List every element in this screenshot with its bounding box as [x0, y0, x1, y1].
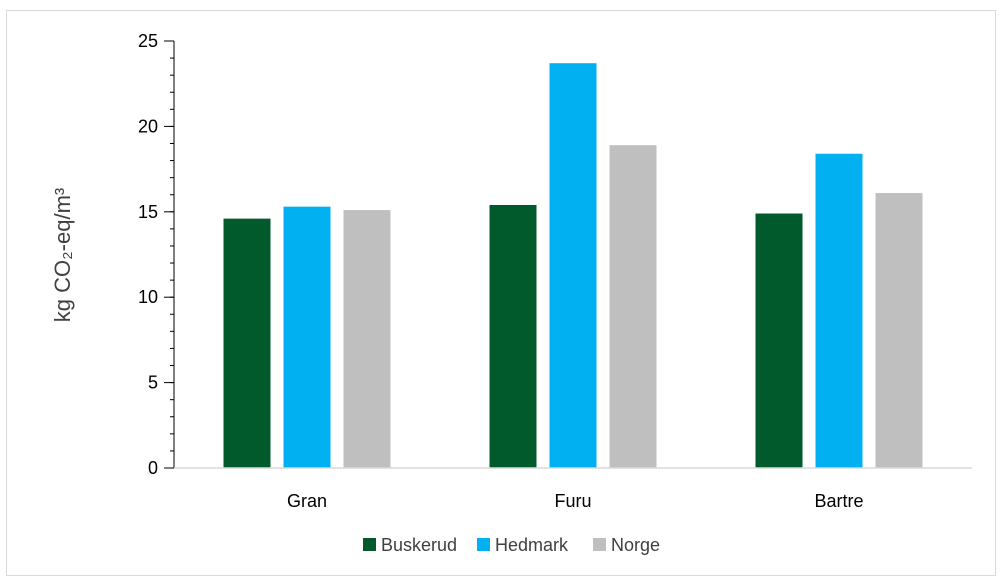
bar-hedmark-gran	[283, 206, 331, 468]
y-tick-label: 20	[138, 116, 158, 136]
bar-buskerud-gran	[223, 218, 271, 468]
legend-swatch	[593, 538, 606, 551]
x-axis: Gran Furu Bartre	[174, 467, 972, 511]
y-tick-label: 5	[148, 373, 158, 393]
bar-norge-gran	[343, 210, 391, 469]
y-tick-label: 15	[138, 202, 158, 222]
bar-norge-bartre	[875, 193, 923, 468]
legend: Buskerud Hedmark Norge	[363, 535, 660, 555]
legend-swatch	[363, 538, 376, 551]
y-tick-label: 0	[148, 458, 158, 478]
legend-label: Buskerud	[381, 535, 457, 555]
bar-hedmark-furu	[549, 63, 597, 468]
y-axis-title: kg CO₂-eq/m³	[50, 188, 75, 322]
y-axis: 0 5 10 15 20 25	[138, 31, 175, 478]
legend-item-hedmark: Hedmark	[477, 535, 569, 555]
x-tick-label: Furu	[554, 491, 591, 511]
bar-buskerud-furu	[489, 204, 537, 468]
y-tick-label: 10	[138, 287, 158, 307]
x-tick-label: Gran	[287, 491, 327, 511]
bar-norge-furu	[609, 145, 657, 469]
legend-item-norge: Norge	[593, 535, 660, 555]
bar-buskerud-bartre	[755, 213, 803, 468]
legend-item-buskerud: Buskerud	[363, 535, 457, 555]
legend-label: Norge	[611, 535, 660, 555]
y-tick-label: 25	[138, 31, 158, 51]
bars	[223, 63, 923, 469]
x-tick-label: Bartre	[814, 491, 863, 511]
bar-hedmark-bartre	[815, 153, 863, 468]
legend-label: Hedmark	[495, 535, 569, 555]
legend-swatch	[477, 538, 490, 551]
